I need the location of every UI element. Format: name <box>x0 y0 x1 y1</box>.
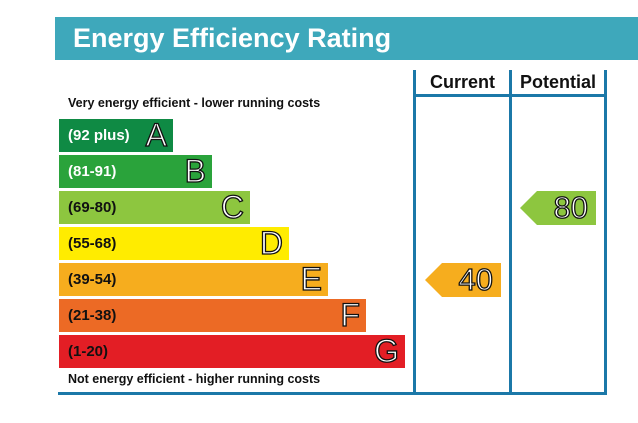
column-divider <box>604 70 607 395</box>
band-C: (69-80) C <box>59 188 250 226</box>
column-divider <box>413 70 416 395</box>
band-letter: F <box>340 296 361 333</box>
band-G: (1-20) G <box>59 332 405 370</box>
band-letter: B <box>184 152 207 189</box>
current-rating-value: 40 <box>458 261 494 297</box>
band-A: (92 plus) A <box>59 116 173 154</box>
band-letter: C <box>220 188 244 225</box>
band-D: (55-68) D <box>59 224 289 262</box>
band-letter: A <box>145 116 168 153</box>
band-letter: G <box>373 332 399 369</box>
band-letter: E <box>300 260 323 297</box>
band-B: (81-91) B <box>59 152 212 190</box>
header-divider <box>413 94 607 97</box>
column-divider <box>509 70 512 395</box>
arrow-shape <box>520 191 596 225</box>
band-letter: D <box>259 224 283 261</box>
potential-rating-arrow: 80 <box>520 189 596 226</box>
potential-rating-value: 80 <box>553 189 589 225</box>
bottom-note: Not energy efficient - higher running co… <box>68 372 321 386</box>
band-F: (21-38) F <box>59 296 366 334</box>
band-E: (39-54) E <box>59 260 328 298</box>
current-rating-arrow: 40 <box>425 261 501 298</box>
bottom-border <box>58 392 607 395</box>
band-range: (69-80) <box>68 199 117 216</box>
title-banner: Energy Efficiency Rating <box>55 17 638 60</box>
band-range: (1-20) <box>68 343 109 360</box>
band-range: (39-54) <box>68 271 117 288</box>
column-header-potential: Potential <box>519 72 596 92</box>
band-range: (92 plus) <box>68 127 130 144</box>
arrow-shape <box>425 263 501 297</box>
band-range: (21-38) <box>68 307 117 324</box>
top-note: Very energy efficient - lower running co… <box>68 96 321 110</box>
band-range: (55-68) <box>68 235 117 252</box>
band-range: (81-91) <box>68 163 117 180</box>
column-header-current: Current <box>429 72 495 92</box>
chart-title: Energy Efficiency Rating <box>73 23 392 53</box>
